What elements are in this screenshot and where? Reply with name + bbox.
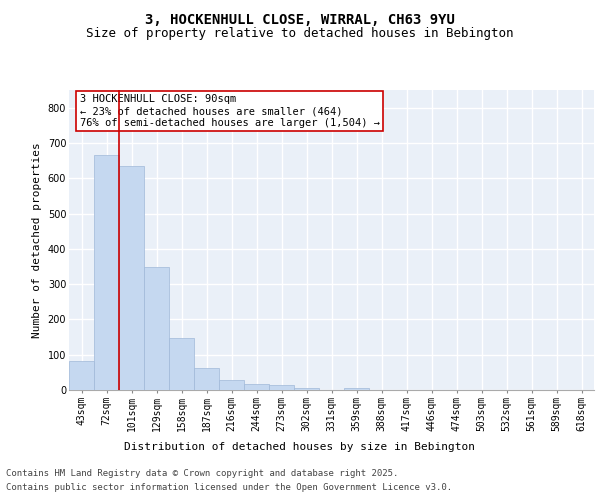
- Bar: [69, 360, 94, 390]
- Bar: [269, 385, 294, 390]
- Bar: [169, 338, 194, 390]
- Bar: [219, 380, 244, 390]
- Bar: [119, 166, 144, 390]
- Bar: [344, 388, 369, 390]
- Bar: [194, 368, 219, 390]
- Text: 3, HOCKENHULL CLOSE, WIRRAL, CH63 9YU: 3, HOCKENHULL CLOSE, WIRRAL, CH63 9YU: [145, 12, 455, 26]
- Text: Size of property relative to detached houses in Bebington: Size of property relative to detached ho…: [86, 28, 514, 40]
- Text: Distribution of detached houses by size in Bebington: Distribution of detached houses by size …: [125, 442, 476, 452]
- Text: Contains HM Land Registry data © Crown copyright and database right 2025.: Contains HM Land Registry data © Crown c…: [6, 468, 398, 477]
- Text: Contains public sector information licensed under the Open Government Licence v3: Contains public sector information licen…: [6, 484, 452, 492]
- Text: 3 HOCKENHULL CLOSE: 90sqm
← 23% of detached houses are smaller (464)
76% of semi: 3 HOCKENHULL CLOSE: 90sqm ← 23% of detac…: [79, 94, 380, 128]
- Bar: [294, 388, 319, 390]
- Y-axis label: Number of detached properties: Number of detached properties: [32, 142, 42, 338]
- Bar: [244, 384, 269, 390]
- Bar: [94, 154, 119, 390]
- Bar: [144, 267, 169, 390]
